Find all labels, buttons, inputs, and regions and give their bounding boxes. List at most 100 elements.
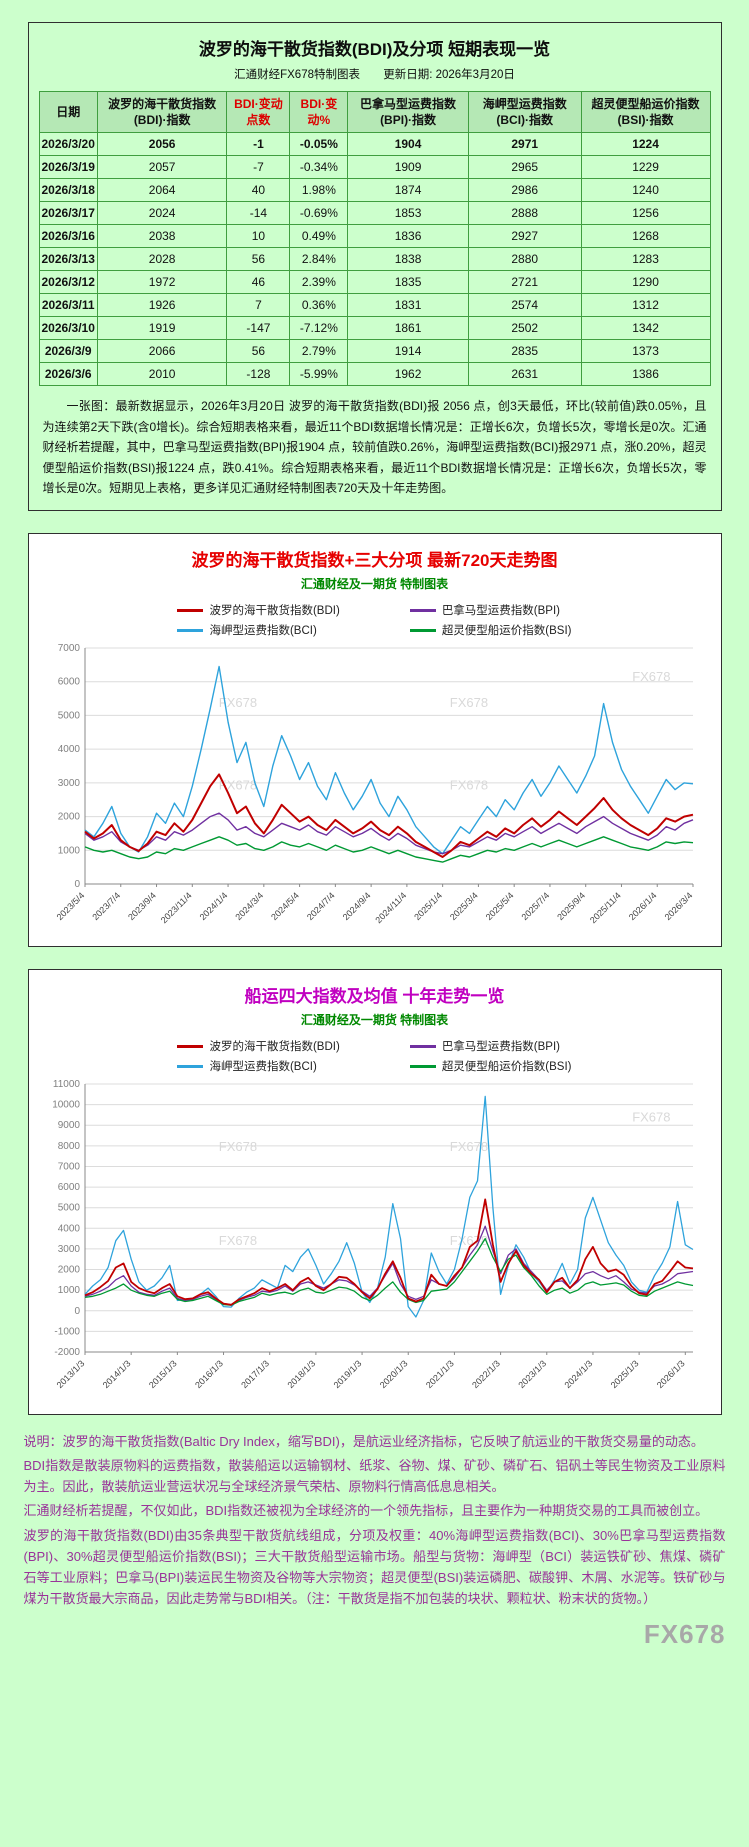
- table-row: 2026/3/16 2038 10 0.49% 1836 2927 1268: [38, 224, 711, 249]
- value-cell: 1831: [347, 293, 469, 318]
- value-cell: 2721: [467, 270, 582, 295]
- value-cell: 2057: [96, 155, 228, 180]
- legend-swatch: [409, 608, 436, 612]
- y-tick-label: 10000: [52, 1100, 80, 1111]
- date-cell: 2026/3/10: [38, 316, 98, 341]
- value-cell: 2971: [467, 132, 582, 157]
- value-cell: 2010: [96, 362, 228, 387]
- chart-watermark: FX678: [449, 1233, 487, 1248]
- legend-label: 超灵便型船运价指数(BSI): [441, 1061, 572, 1074]
- value-cell: 1909: [347, 155, 469, 180]
- value-cell: 2.84%: [289, 247, 349, 272]
- x-tick-label: 2025/3/4: [447, 891, 479, 923]
- date-cell: 2026/3/11: [38, 293, 98, 318]
- x-tick-label: 2023/7/4: [90, 891, 122, 923]
- value-cell: -128: [226, 362, 291, 387]
- table-row: 2026/3/19 2057 -7 -0.34% 1909 2965 1229: [38, 155, 711, 180]
- value-cell: 1229: [580, 155, 711, 180]
- date-cell: 2026/3/9: [38, 339, 98, 364]
- x-tick-label: 2015/1/3: [146, 1359, 178, 1391]
- legend-item: 海岬型运费指数(BCI): [177, 1058, 339, 1074]
- chart-watermark: FX678: [449, 1139, 487, 1154]
- legend-swatch: [177, 1044, 204, 1048]
- value-cell: 0.49%: [289, 224, 349, 249]
- value-cell: 1290: [580, 270, 711, 295]
- value-cell: 1268: [580, 224, 711, 249]
- table-row: 2026/3/11 1926 7 0.36% 1831 2574 1312: [38, 293, 711, 318]
- date-cell: 2026/3/17: [38, 201, 98, 226]
- x-tick-label: 2018/1/3: [285, 1359, 317, 1391]
- column-header: 巴拿马型运费指数(BPI)·指数: [347, 90, 469, 134]
- chart-watermark: FX678: [218, 695, 256, 710]
- chart-10y-panel: 船运四大指数及均值 十年走势一览 汇通财经及一期货 特制图表 波罗的海干散货指数…: [27, 969, 722, 1416]
- date-cell: 2026/3/19: [38, 155, 98, 180]
- value-cell: 0.36%: [289, 293, 349, 318]
- y-tick-label: -1000: [54, 1327, 80, 1338]
- legend-label: 波罗的海干散货指数(BDI): [209, 605, 340, 618]
- column-header: BDI·变动点数: [226, 90, 291, 134]
- date-cell: 2026/3/12: [38, 270, 98, 295]
- column-header: 波罗的海干散货指数(BDI)·指数: [96, 90, 228, 134]
- x-tick-label: 2024/3/4: [233, 891, 265, 923]
- table-row: 2026/3/18 2064 40 1.98% 1874 2986 1240: [38, 178, 711, 203]
- chart-watermark: FX678: [218, 778, 256, 793]
- legend-item: 波罗的海干散货指数(BDI): [177, 602, 340, 618]
- chart-watermark: FX678: [218, 1233, 256, 1248]
- legend-swatch: [177, 1064, 204, 1068]
- value-cell: 1962: [347, 362, 469, 387]
- column-header: 海岬型运费指数(BCI)·指数: [467, 90, 582, 134]
- x-tick-label: 2024/9/4: [340, 891, 372, 923]
- legend-swatch: [177, 628, 204, 632]
- chart-10y-title: 船运四大指数及均值 十年走势一览: [244, 987, 505, 1007]
- y-tick-label: 2000: [57, 1265, 80, 1276]
- value-cell: 1919: [96, 316, 228, 341]
- x-tick-label: 2025/9/4: [555, 891, 587, 923]
- chart-watermark: FX678: [218, 1139, 256, 1154]
- date-cell: 2026/3/16: [38, 224, 98, 249]
- column-header: BDI·变动%: [289, 90, 349, 134]
- x-tick-label: 2025/5/4: [483, 891, 515, 923]
- legend-label: 巴拿马型运费指数(BPI): [441, 1041, 561, 1054]
- y-tick-label: 1000: [57, 846, 80, 857]
- value-cell: -147: [226, 316, 291, 341]
- x-tick-label: 2025/1/4: [412, 891, 444, 923]
- value-cell: -14: [226, 201, 291, 226]
- value-cell: 2631: [467, 362, 582, 387]
- y-tick-label: 1000: [57, 1285, 80, 1296]
- chart-720d-panel: 波罗的海干散货指数+三大分项 最新720天走势图 汇通财经及一期货 特制图表 波…: [27, 533, 722, 948]
- legend-item: 巴拿马型运费指数(BPI): [409, 602, 572, 618]
- chart-720d-legend: 波罗的海干散货指数(BDI) 巴拿马型运费指数(BPI) 海岬型运费指数(BCI) 超…: [37, 602, 713, 638]
- bdi-table: 日期 波罗的海干散货指数(BDI)·指数 BDI·变动点数 BDI·变动% 巴拿马型运费…: [38, 90, 711, 387]
- column-header: 超灵便型船运价指数(BSI)·指数: [580, 90, 711, 134]
- x-tick-label: 2016/1/3: [193, 1359, 225, 1391]
- value-cell: 2028: [96, 247, 228, 272]
- value-cell: 1874: [347, 178, 469, 203]
- value-cell: 46: [226, 270, 291, 295]
- value-cell: 1836: [347, 224, 469, 249]
- x-tick-label: 2026/1/3: [654, 1359, 686, 1391]
- value-cell: 2.39%: [289, 270, 349, 295]
- x-tick-label: 2025/11/4: [587, 891, 622, 926]
- series-line: [83, 773, 693, 859]
- x-tick-label: 2026/3/4: [662, 891, 694, 923]
- description-paragraph: 说明：波罗的海干散货指数(Baltic Dry Index，缩写BDI)，是航运…: [23, 1434, 704, 1450]
- value-cell: 2.79%: [289, 339, 349, 364]
- y-tick-label: 6000: [57, 1182, 80, 1193]
- x-tick-label: 2024/11/4: [373, 891, 408, 926]
- series-line: [84, 1225, 693, 1306]
- value-cell: 56: [226, 247, 291, 272]
- y-tick-label: -2000: [54, 1347, 80, 1358]
- legend-item: 海岬型运费指数(BCI): [177, 622, 339, 638]
- series-line: [84, 1096, 693, 1318]
- table-row: 2026/3/17 2024 -14 -0.69% 1853 2888 1256: [38, 201, 711, 226]
- chart-watermark: FX678: [632, 1110, 670, 1125]
- y-tick-label: 0: [74, 879, 80, 890]
- value-cell: -5.99%: [289, 362, 349, 387]
- value-cell: 1373: [580, 339, 711, 364]
- legend-swatch: [177, 608, 204, 612]
- y-tick-label: 5000: [57, 711, 80, 722]
- value-cell: 7: [226, 293, 291, 318]
- x-tick-label: 2021/1/3: [423, 1359, 455, 1391]
- bdi-short-term-panel: 波罗的海干散货指数(BDI)及分项 短期表现一览 汇通财经FX678特制图表 更…: [27, 22, 722, 512]
- legend-label: 超灵便型船运价指数(BSI): [441, 625, 572, 638]
